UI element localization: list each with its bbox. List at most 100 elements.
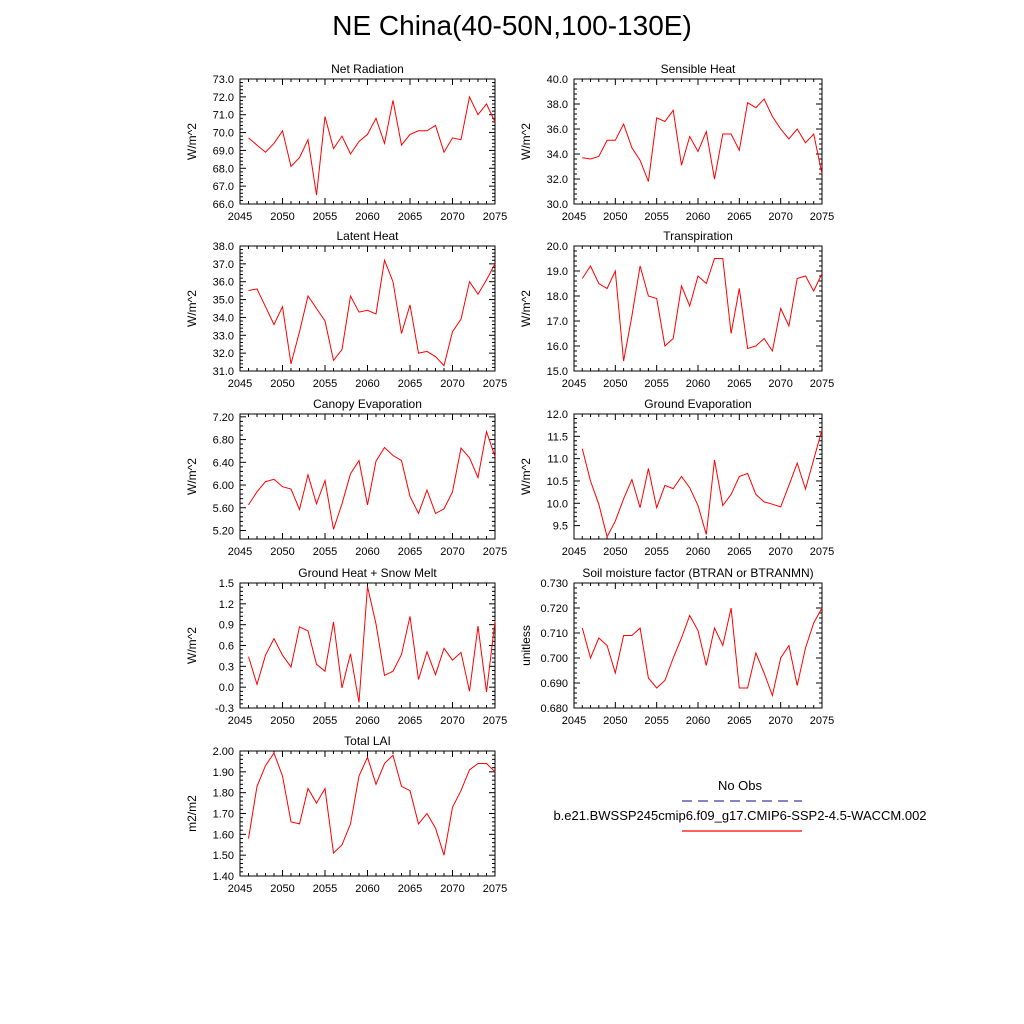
x-tick-label: 2055 (313, 546, 337, 558)
x-tick-label: 2055 (313, 715, 337, 727)
x-tick-label: 2050 (603, 546, 627, 558)
x-tick-label: 2075 (483, 883, 507, 895)
x-tick-label: 2050 (270, 715, 294, 727)
panel-title: Canopy Evaporation (313, 397, 422, 411)
y-tick-label: 37.0 (213, 259, 234, 271)
y-tick-label: 0.690 (540, 678, 568, 690)
x-tick-label: 2050 (270, 378, 294, 390)
legend-obs-swatch (682, 800, 802, 802)
series-line (248, 429, 496, 530)
panel-title: Ground Heat + Snow Melt (298, 566, 437, 580)
x-tick-label: 2055 (313, 211, 337, 223)
x-tick-label: 2070 (768, 378, 792, 390)
x-tick-label: 2070 (440, 546, 464, 558)
y-axis-label: W/m^2 (519, 290, 533, 327)
x-tick-label: 2070 (440, 715, 464, 727)
y-tick-label: 30.0 (547, 199, 568, 211)
panel-7: Soil moisture factor (BTRAN or BTRANMN) u… (519, 566, 834, 727)
y-tick-label: 67.0 (213, 181, 234, 193)
plot-frame (573, 413, 823, 540)
x-tick-label: 2060 (355, 715, 379, 727)
y-tick-label: 34.0 (213, 312, 234, 324)
panel-title: Net Radiation (331, 62, 404, 76)
panel-4: Canopy Evaporation W/m^2 2045 2050 2055 2060 2… (185, 397, 507, 558)
x-tick-label: 2055 (644, 546, 668, 558)
legend-obs-label: No Obs (717, 778, 763, 793)
x-tick-label: 2060 (686, 378, 710, 390)
y-tick-label: 38.0 (547, 99, 568, 111)
y-tick-label: 0.730 (540, 578, 568, 590)
x-tick-label: 2065 (727, 715, 751, 727)
x-tick-label: 2060 (355, 883, 379, 895)
y-tick-label: 5.60 (213, 503, 234, 515)
y-tick-label: 17.0 (547, 316, 568, 328)
y-tick-label: 69.0 (213, 145, 234, 157)
plot-frame (239, 750, 496, 877)
x-tick-label: 2065 (398, 211, 422, 223)
y-axis-label: W/m^2 (519, 458, 533, 495)
y-tick-label: 12.0 (547, 409, 568, 421)
x-tick-label: 2070 (768, 715, 792, 727)
y-tick-label: 73.0 (213, 74, 234, 86)
plot-frame (239, 413, 496, 540)
y-tick-label: 1.50 (213, 850, 234, 862)
y-tick-label: 0.6 (219, 641, 234, 653)
x-tick-label: 2055 (313, 883, 337, 895)
series-line (582, 98, 823, 182)
x-tick-label: 2075 (483, 546, 507, 558)
plot-frame (239, 78, 496, 205)
y-tick-label: 31.0 (213, 366, 234, 378)
y-tick-label: 6.40 (213, 457, 234, 469)
x-tick-label: 2045 (228, 378, 252, 390)
y-tick-label: 10.0 (547, 498, 568, 510)
plot-frame (573, 582, 823, 709)
y-axis-label: W/m^2 (185, 123, 199, 160)
x-tick-label: 2070 (440, 378, 464, 390)
x-tick-label: 2050 (270, 211, 294, 223)
x-tick-label: 2045 (562, 378, 586, 390)
x-tick-label: 2055 (644, 211, 668, 223)
panel-title: Sensible Heat (661, 62, 736, 76)
panel-5: Ground Evaporation W/m^2 2045 2050 2055 2060 2… (519, 397, 834, 558)
series-line (248, 258, 496, 367)
y-tick-label: 36.0 (213, 277, 234, 289)
x-tick-label: 2065 (727, 546, 751, 558)
x-tick-label: 2050 (270, 883, 294, 895)
plot-frame (239, 245, 496, 372)
x-tick-label: 2060 (686, 211, 710, 223)
y-tick-label: 33.0 (213, 330, 234, 342)
plot-frame (573, 245, 823, 372)
series-line (248, 752, 496, 856)
panel-title: Transpiration (663, 229, 733, 243)
page-title: NE China(40-50N,100-130E) (332, 10, 692, 41)
y-tick-label: 0.0 (219, 682, 234, 694)
x-tick-label: 2070 (440, 883, 464, 895)
y-tick-label: 7.20 (213, 412, 234, 424)
y-tick-label: 34.0 (547, 149, 568, 161)
y-tick-label: 9.5 (553, 521, 568, 533)
x-tick-label: 2065 (727, 211, 751, 223)
y-tick-label: 40.0 (547, 74, 568, 86)
series-line (248, 586, 496, 703)
y-tick-label: 20.0 (547, 241, 568, 253)
panel-title: Soil moisture factor (BTRAN or BTRANMN) (582, 566, 813, 580)
y-tick-label: 0.720 (540, 603, 568, 615)
y-tick-label: 2.00 (213, 746, 234, 758)
x-tick-label: 2060 (355, 378, 379, 390)
legend-model-label: b.e21.BWSSP245cmip6.f09_g17.CMIP6-SSP2-4… (553, 808, 927, 823)
y-tick-label: 11.0 (547, 454, 568, 466)
x-tick-label: 2075 (810, 211, 834, 223)
y-tick-label: 0.3 (219, 661, 234, 673)
y-tick-label: 1.40 (213, 871, 234, 883)
y-tick-label: 6.00 (213, 480, 234, 492)
x-tick-label: 2065 (727, 378, 751, 390)
y-tick-label: -0.3 (215, 703, 234, 715)
x-tick-label: 2050 (603, 378, 627, 390)
x-tick-label: 2070 (768, 211, 792, 223)
x-tick-label: 2060 (686, 546, 710, 558)
x-tick-label: 2075 (483, 378, 507, 390)
x-tick-label: 2065 (398, 378, 422, 390)
y-tick-label: 0.700 (540, 653, 568, 665)
y-tick-label: 19.0 (547, 266, 568, 278)
y-tick-label: 1.60 (213, 829, 234, 841)
